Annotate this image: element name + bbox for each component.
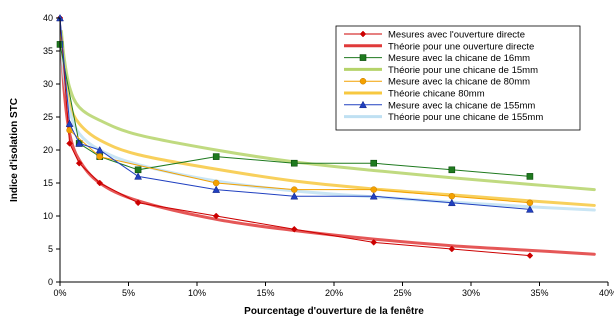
legend-label: Théorie chicane 80mm: [388, 89, 485, 100]
legend-label: Mesure avec la chicane de 155mm: [388, 100, 535, 111]
legend-entry: Mesure avec la chicane de 80mm: [344, 77, 530, 88]
x-axis-title: Pourcentage d'ouverture de la fenêtre: [244, 306, 424, 317]
x-tick-label: 40%: [599, 288, 614, 298]
data-point: [447, 198, 456, 207]
axes: [56, 17, 609, 286]
x-tick-label: 35%: [530, 288, 548, 298]
legend-box: [335, 25, 581, 131]
data-point: [448, 192, 456, 200]
legend-entry: Mesure avec la chicane de 155mm: [344, 100, 535, 111]
data-point: [370, 239, 378, 246]
legend-label: Mesures avec l'ouverture directe: [388, 30, 525, 41]
x-tick-label: 15%: [256, 288, 274, 298]
data-point: [448, 166, 456, 174]
data-point: [134, 166, 142, 174]
legend-marker: [359, 30, 367, 38]
measured-line: [59, 17, 530, 257]
data-point: [66, 140, 73, 147]
data-point: [448, 245, 456, 253]
legend: Mesures avec l'ouverture directeThéorie …: [335, 25, 581, 131]
data-point: [134, 199, 142, 207]
x-tick-label: 20%: [325, 288, 343, 298]
legend-entry: Théorie pour une ouverture directe: [344, 41, 534, 52]
data-point: [75, 159, 83, 167]
series-4: [66, 126, 534, 207]
legend-entry: Théorie pour une chicane de 155mm: [344, 112, 543, 123]
data-point: [212, 185, 221, 193]
y-tick-label: 15: [43, 178, 53, 188]
data-point: [526, 173, 534, 180]
legend-entry: Théorie pour une chicane de 15mm: [344, 65, 538, 76]
data-point: [212, 153, 220, 160]
legend-marker: [359, 100, 367, 109]
data-point: [96, 179, 104, 187]
data-point: [65, 119, 74, 127]
legend-entry: Mesure avec la chicane de 16mm: [344, 53, 530, 64]
y-tick-label: 40: [43, 13, 53, 23]
data-point: [134, 172, 143, 180]
y-tick-label: 20: [43, 145, 53, 155]
data-point: [212, 212, 220, 220]
measured-line: [59, 17, 530, 210]
plot-area: [56, 13, 596, 259]
legend-entry: Mesures avec l'ouverture directe: [344, 30, 525, 41]
series-3: [59, 29, 596, 192]
y-tick-label: 0: [48, 277, 53, 287]
data-point: [370, 186, 377, 193]
data-point: [95, 145, 104, 154]
series-1: [59, 42, 596, 256]
legend-entry: Théorie chicane 80mm: [344, 89, 485, 100]
x-tick-label: 5%: [122, 288, 135, 298]
x-tick-label: 0%: [53, 288, 66, 298]
x-tick-label: 30%: [462, 288, 480, 298]
legend-marker: [359, 54, 367, 61]
legend-marker: [359, 77, 367, 85]
data-point: [525, 205, 534, 213]
theory-curve: [59, 29, 596, 192]
legend-label: Mesure avec la chicane de 80mm: [388, 77, 530, 88]
y-tick-label: 30: [43, 79, 53, 89]
series-7: [59, 42, 596, 212]
data-point: [75, 139, 84, 147]
data-point: [526, 199, 534, 207]
data-point: [290, 159, 298, 167]
tick-labels: 0% 5% 10% 15% 20% 25% 30% 35% 40% 0 5 10 15 20 25 30 35 4…: [43, 13, 614, 298]
series-6: [56, 13, 534, 213]
data-point: [290, 225, 298, 233]
series-2: [56, 41, 534, 180]
legend-label: Mesure avec la chicane de 16mm: [388, 53, 530, 64]
data-point: [212, 179, 220, 187]
legend-label: Théorie pour une chicane de 155mm: [388, 112, 543, 123]
data-point: [290, 192, 299, 200]
x-tick-label: 10%: [188, 288, 206, 298]
data-point: [370, 159, 378, 167]
y-tick-label: 5: [48, 244, 53, 254]
legend-label: Théorie pour une chicane de 15mm: [388, 65, 538, 76]
data-point: [369, 192, 378, 200]
y-tick-label: 25: [43, 112, 53, 122]
x-tick-label: 25%: [393, 288, 411, 298]
y-tick-label: 10: [43, 211, 53, 221]
data-point: [96, 153, 103, 160]
y-tick-label: 35: [43, 46, 53, 56]
data-point: [526, 252, 534, 259]
legend-label: Théorie pour une ouverture directe: [388, 41, 534, 52]
data-point: [291, 186, 298, 193]
y-axis-title: Indice d'isolation STC: [9, 98, 20, 202]
theory-curve: [59, 42, 596, 256]
theory-curve: [59, 42, 596, 212]
